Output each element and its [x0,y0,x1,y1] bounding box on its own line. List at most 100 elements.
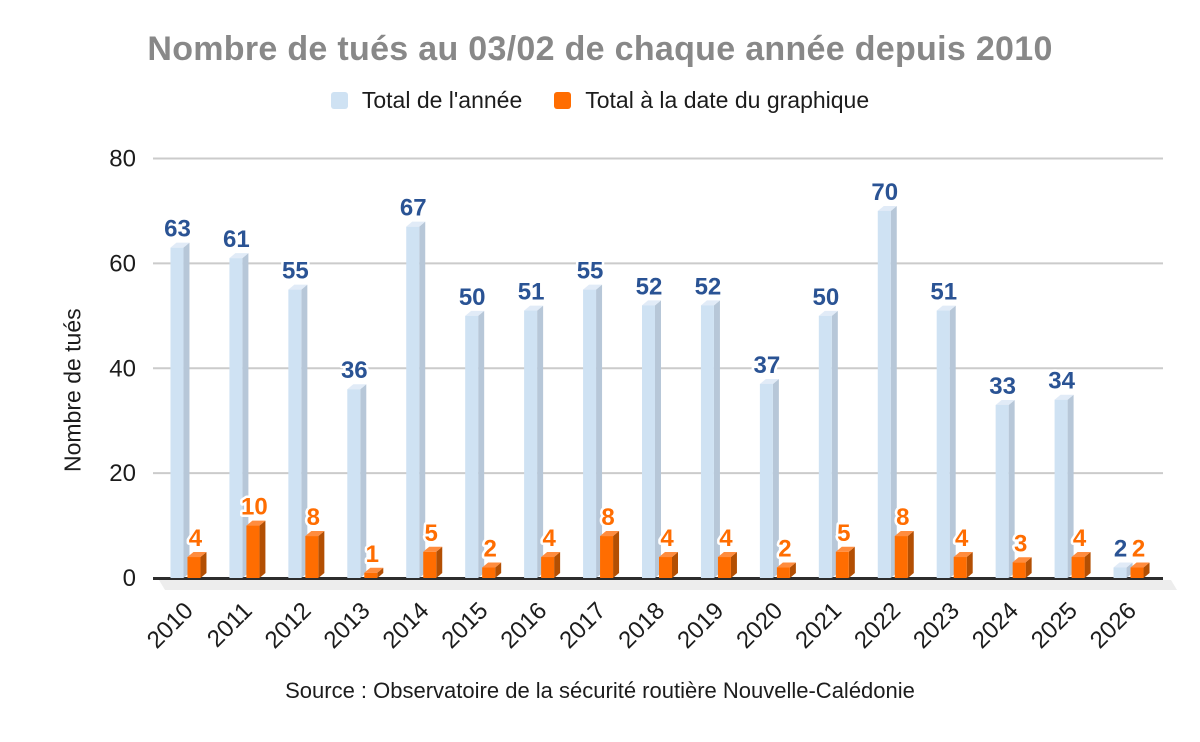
bar-total-annee-2025[interactable] [1054,394,1074,578]
bar-top-face [1130,562,1150,568]
x-tick-label: 2019 [672,597,729,654]
legend-item-total-annee[interactable]: Total de l'année [330,87,522,114]
bar-total-date-2014[interactable] [423,546,443,578]
bar-front-face [465,315,479,578]
bar-total-annee-2026[interactable] [1113,562,1133,578]
bar-total-annee-2017[interactable] [583,284,603,578]
source-note: Source : Observatoire de la sécurité rou… [285,678,915,703]
value-label-total-date-2010: 4 [189,525,203,552]
bar-total-date-2023[interactable] [953,552,973,578]
bar-front-face [482,567,496,578]
bar-side-face [377,567,384,578]
x-tick-label: 2016 [496,597,553,654]
bar-top-face [759,378,779,384]
legend-swatch-total-date [554,92,572,109]
value-label-total-annee-2016: 51 [518,279,545,306]
y-tick-label: 20 [109,460,136,487]
bar-total-date-2016[interactable] [541,552,561,578]
x-tick-label: 2021 [790,597,847,654]
value-label-total-date-2018: 4 [660,525,674,552]
bar-total-date-2021[interactable] [835,546,855,578]
legend-label-total-date: Total à la date du graphique [585,87,870,113]
bar-total-date-2017[interactable] [600,531,620,578]
x-tick-label: 2015 [437,597,494,654]
bar-total-annee-2023[interactable] [936,305,956,578]
bar-side-face [848,546,855,578]
bar-total-annee-2022[interactable] [877,205,897,578]
bar-total-date-2015[interactable] [482,562,502,578]
value-label-total-annee-2017: 55 [577,258,604,285]
bar-top-face [364,567,384,573]
bar-top-face [877,205,897,211]
bar-top-face [936,305,956,311]
bar-top-face [246,520,266,526]
bar-side-face [831,310,838,578]
bar-side-face [200,552,207,578]
bar-total-date-2020[interactable] [776,562,796,578]
bar-total-annee-2014[interactable] [406,221,426,578]
bar-total-annee-2011[interactable] [229,253,249,578]
value-label-total-annee-2011: 61 [223,226,250,253]
bar-side-face [360,384,367,578]
bar-total-date-2010[interactable] [187,552,207,578]
bar-top-face [894,531,914,537]
legend-item-total-date[interactable]: Total à la date du graphique [554,87,869,114]
bar-total-date-2026[interactable] [1130,562,1150,578]
bar-top-face [482,562,502,568]
bar-total-annee-2013[interactable] [347,384,367,578]
value-label-total-annee-2019: 52 [695,273,722,300]
bar-top-face [600,531,620,537]
value-label-total-annee-2010: 63 [164,216,191,243]
bar-total-date-2025[interactable] [1071,552,1091,578]
bar-total-date-2013[interactable] [364,567,384,578]
bar-side-face [730,552,737,578]
bar-side-face [1143,562,1150,578]
bar-front-face [717,557,731,578]
bar-front-face [700,305,714,578]
value-label-total-date-2013: 1 [366,541,379,568]
value-label-total-date-2025: 4 [1073,525,1087,552]
bar-front-face [877,210,891,578]
bar-top-face [953,552,973,558]
bar-top-face [541,552,561,558]
bar-top-face [717,552,737,558]
bar-total-date-2022[interactable] [894,531,914,578]
x-tick-label: 2011 [202,597,258,653]
bar-total-annee-2021[interactable] [818,310,838,578]
bar-side-face [478,310,485,578]
bar-side-face [772,378,779,578]
bar-total-annee-2015[interactable] [465,310,485,578]
bar-total-date-2011[interactable] [246,520,266,578]
bar-total-date-2012[interactable] [305,531,325,578]
bar-total-annee-2019[interactable] [700,300,720,578]
bar-front-face [1012,562,1026,578]
bar-total-annee-2010[interactable] [170,242,190,579]
x-tick-label: 2022 [849,597,906,654]
x-tick-label: 2010 [142,597,199,654]
value-label-total-date-2011: 10 [241,494,268,521]
bar-front-face [1054,399,1068,578]
chart-floor [159,580,1177,590]
bar-top-face [288,284,308,290]
bar-total-annee-2020[interactable] [759,378,779,578]
x-tick-label: 2024 [967,597,1024,654]
bar-front-face [642,305,655,578]
bar-side-face [259,520,266,578]
value-label-total-annee-2026: 2 [1114,536,1127,563]
bar-side-face [1067,394,1074,578]
bar-total-date-2024[interactable] [1012,557,1032,578]
bar-total-annee-2024[interactable] [995,399,1015,578]
bar-total-annee-2018[interactable] [642,300,661,578]
bar-side-face [966,552,973,578]
bar-top-face [995,399,1015,405]
bar-front-face [1071,557,1085,578]
bar-total-date-2018[interactable] [659,552,678,578]
bar-total-date-2019[interactable] [717,552,737,578]
bar-total-annee-2016[interactable] [524,305,544,578]
bar-total-annee-2012[interactable] [288,284,308,578]
bar-front-face [229,258,243,578]
bar-front-face [541,557,555,578]
value-label-total-date-2021: 5 [837,520,850,547]
